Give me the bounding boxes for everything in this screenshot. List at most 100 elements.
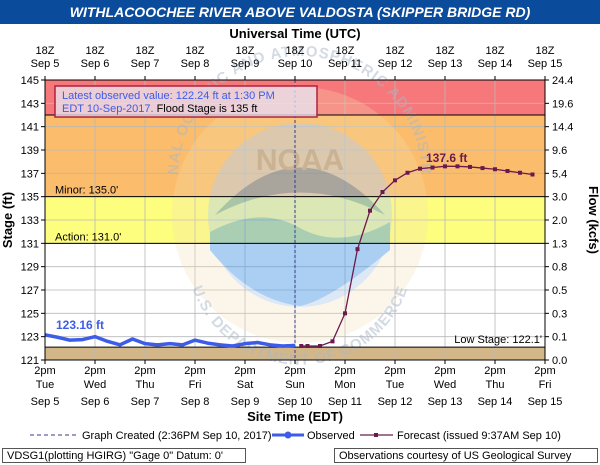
- observed-point: [80, 337, 85, 342]
- y2-tick-label: 14.4: [552, 122, 573, 134]
- utc-tick-date: Sep 9: [231, 58, 260, 70]
- local-tick-hour: 2pm: [284, 365, 305, 377]
- observed-point: [205, 341, 210, 345]
- observed-point: [68, 338, 72, 342]
- y2-tick-label: 9.6: [552, 145, 567, 157]
- utc-tick-date: Sep 5: [31, 58, 60, 70]
- forecast-point: [330, 339, 335, 344]
- y-tick-label: 127: [21, 285, 39, 297]
- watermark-center: NOAA: [256, 144, 344, 177]
- forecast-point: [343, 311, 347, 316]
- utc-tick-date: Sep 13: [428, 58, 463, 70]
- local-tick-hour: 2pm: [184, 365, 205, 377]
- forecast-point: [530, 172, 535, 177]
- observed-point: [130, 337, 135, 341]
- forecast-point: [430, 165, 435, 170]
- y-tick-label: 133: [21, 215, 39, 227]
- latest-value-box: Latest observed value: 122.24 ft at 1:30…: [54, 85, 318, 118]
- local-tick-date: Sep 12: [378, 396, 413, 408]
- observed-point: [268, 343, 272, 347]
- observed-point: [230, 344, 235, 348]
- local-tick-day: Fri: [189, 379, 202, 391]
- latest-value-date: EDT 10-Sep-2017.: [62, 103, 157, 115]
- observed-point: [255, 340, 260, 345]
- footer-credit: Observations courtesy of US Geological S…: [334, 448, 598, 463]
- y-axis-title: Stage (ft): [0, 192, 15, 248]
- observed-point: [291, 343, 296, 348]
- latest-value-line2: EDT 10-Sep-2017. Flood Stage is 135 ft: [62, 103, 257, 115]
- utc-tick-date: Sep 6: [81, 58, 110, 70]
- y-tick-label: 125: [21, 308, 39, 320]
- forecast-point: [493, 167, 497, 172]
- forecast-point: [418, 166, 422, 171]
- local-tick-date: Sep 6: [81, 396, 110, 408]
- local-tick-day: Tue: [386, 379, 405, 391]
- observed-point: [193, 338, 197, 342]
- forecast-point: [368, 208, 372, 213]
- local-tick-day: Sat: [237, 379, 254, 391]
- local-tick-hour: 2pm: [84, 365, 105, 377]
- forecast-point: [505, 169, 510, 173]
- forecast-point: [455, 164, 460, 169]
- local-tick-day: Wed: [434, 379, 456, 391]
- y2-axis-title: Flow (kcfs): [586, 186, 600, 254]
- local-tick-date: Sep 8: [181, 396, 210, 408]
- forecast-point: [355, 247, 360, 252]
- x-axis-title: Site Time (EDT): [247, 409, 343, 424]
- y2-tick-label: 24.4: [552, 75, 573, 87]
- observed-start-label: 123.16 ft: [56, 318, 104, 332]
- utc-tick-hour: 18Z: [436, 45, 455, 57]
- local-tick-hour: 2pm: [234, 365, 255, 377]
- stage-label-3: Low Stage: 122.1': [454, 334, 542, 346]
- local-tick-hour: 2pm: [384, 365, 405, 377]
- top-axis-label: Universal Time (UTC): [229, 26, 360, 41]
- utc-tick-date: Sep 10: [278, 58, 313, 70]
- forecast-crest-label: 137.6 ft: [426, 151, 467, 165]
- y2-tick-label: 0.5: [552, 285, 567, 297]
- local-tick-hour: 2pm: [484, 365, 505, 377]
- y-tick-label: 129: [21, 262, 39, 274]
- forecast-point: [299, 344, 304, 348]
- legend-observed-label: Observed: [307, 430, 355, 442]
- latest-value-line1: Latest observed value: 122.24 ft at 1:30…: [62, 90, 275, 102]
- local-tick-day: Mon: [334, 379, 355, 391]
- observed-point: [218, 343, 222, 347]
- local-tick-date: Sep 11: [328, 396, 362, 408]
- y2-tick-label: 1.3: [552, 238, 567, 250]
- local-tick-date: Sep 5: [31, 396, 60, 408]
- forecast-point: [305, 344, 310, 348]
- y2-tick-label: 2.0: [552, 215, 567, 227]
- local-tick-date: Sep 13: [428, 396, 463, 408]
- observed-point: [105, 339, 110, 343]
- local-tick-hour: 2pm: [34, 365, 55, 377]
- local-tick-day: Thu: [136, 379, 155, 391]
- utc-tick-hour: 18Z: [536, 45, 555, 57]
- y-tick-label: 145: [21, 75, 39, 87]
- forecast-point: [518, 170, 522, 175]
- y2-tick-label: 0.8: [552, 262, 567, 274]
- forecast-point: [405, 170, 410, 175]
- local-tick-day: Fri: [539, 379, 552, 391]
- observed-point: [243, 342, 247, 346]
- y-tick-label: 137: [21, 168, 39, 180]
- chart-title: WITHLACOOCHEE RIVER ABOVE VALDOSTA (SKIP…: [70, 4, 531, 20]
- local-tick-day: Thu: [486, 379, 505, 391]
- local-tick-date: Sep 9: [231, 396, 260, 408]
- local-tick-hour: 2pm: [534, 365, 555, 377]
- legend-created-label: Graph Created (2:36PM Sep 10, 2017): [82, 430, 272, 442]
- local-tick-hour: 2pm: [134, 365, 155, 377]
- legend-observed-marker: [284, 431, 292, 439]
- local-tick-day: Wed: [84, 379, 106, 391]
- y-tick-label: 143: [21, 98, 39, 110]
- y-tick-label: 135: [21, 192, 39, 204]
- flood-stage-note: Flood Stage is 135 ft: [157, 103, 258, 115]
- utc-tick-date: Sep 11: [328, 58, 362, 70]
- forecast-point: [393, 178, 397, 183]
- utc-tick-hour: 18Z: [36, 45, 55, 57]
- utc-tick-hour: 18Z: [336, 45, 355, 57]
- local-tick-date: Sep 10: [278, 396, 313, 408]
- utc-tick-date: Sep 12: [378, 58, 413, 70]
- title-bar: [0, 0, 600, 24]
- utc-tick-date: Sep 8: [181, 58, 210, 70]
